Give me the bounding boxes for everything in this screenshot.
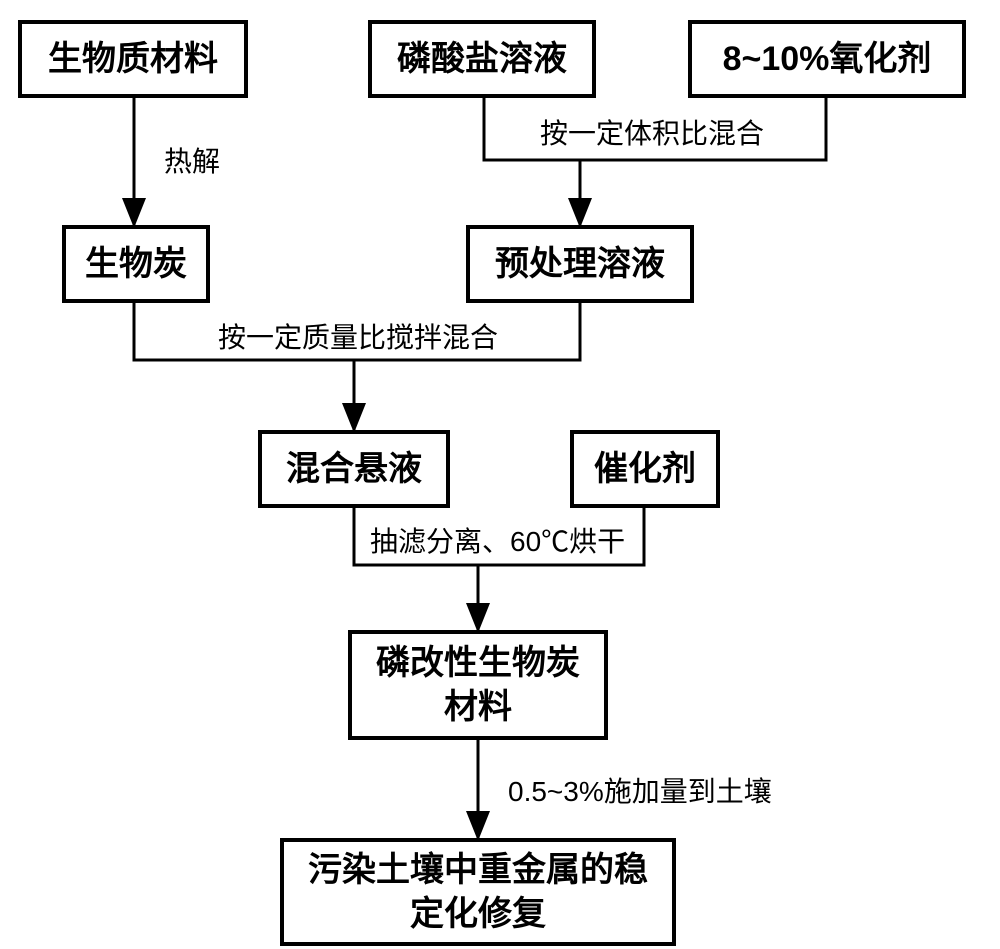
node-oxidizer: 8~10%氧化剂 [688,20,966,98]
flowchart-canvas: 生物质材料 磷酸盐溶液 8~10%氧化剂生物炭 预处理溶液混合悬液 催化剂磷改性生物炭材… [0,0,1000,949]
node-pretreat: 预处理溶液 [466,225,694,303]
node-modified: 磷改性生物炭材料 [348,630,608,740]
edge-label-3: 按一定体积比混合 [540,112,764,152]
node-remediate: 污染土壤中重金属的稳定化修复 [280,838,676,946]
node-biomass: 生物质材料 [18,20,248,98]
edge-label-6: 按一定质量比搅拌混合 [218,316,498,356]
node-phosphate: 磷酸盐溶液 [368,20,596,98]
node-biochar: 生物炭 [62,225,210,303]
arrow-layer [0,0,1000,949]
node-suspension: 混合悬液 [258,430,450,508]
edge-label-9: 抽滤分离、60℃烘干 [370,520,625,560]
edge-label-10: 0.5~3%施加量到土壤 [508,770,772,810]
node-catalyst: 催化剂 [570,430,720,508]
edge-label-0: 热解 [164,140,220,180]
